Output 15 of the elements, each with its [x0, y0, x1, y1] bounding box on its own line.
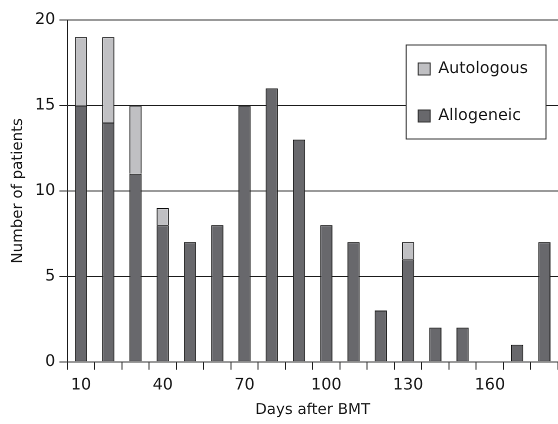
- x-tick-label: 10: [70, 374, 92, 394]
- x-axis-title: Days after BMT: [255, 400, 371, 418]
- y-tick-label: 15: [35, 94, 56, 114]
- y-tick-label: 10: [35, 180, 56, 200]
- y-tick-label: 20: [35, 9, 56, 28]
- x-tick-label: 130: [392, 374, 424, 394]
- y-tick-label: 0: [45, 350, 56, 370]
- x-tick-label: 160: [474, 374, 506, 394]
- legend-label: Allogeneic: [438, 105, 522, 124]
- x-tick-label: 40: [152, 374, 173, 394]
- y-tick-label: 5: [45, 266, 56, 285]
- x-tick-label: 70: [234, 374, 255, 394]
- x-tick-label: 100: [311, 374, 342, 394]
- y-axis-title: Number of patients: [8, 118, 26, 264]
- legend-label: Autologous: [438, 58, 528, 78]
